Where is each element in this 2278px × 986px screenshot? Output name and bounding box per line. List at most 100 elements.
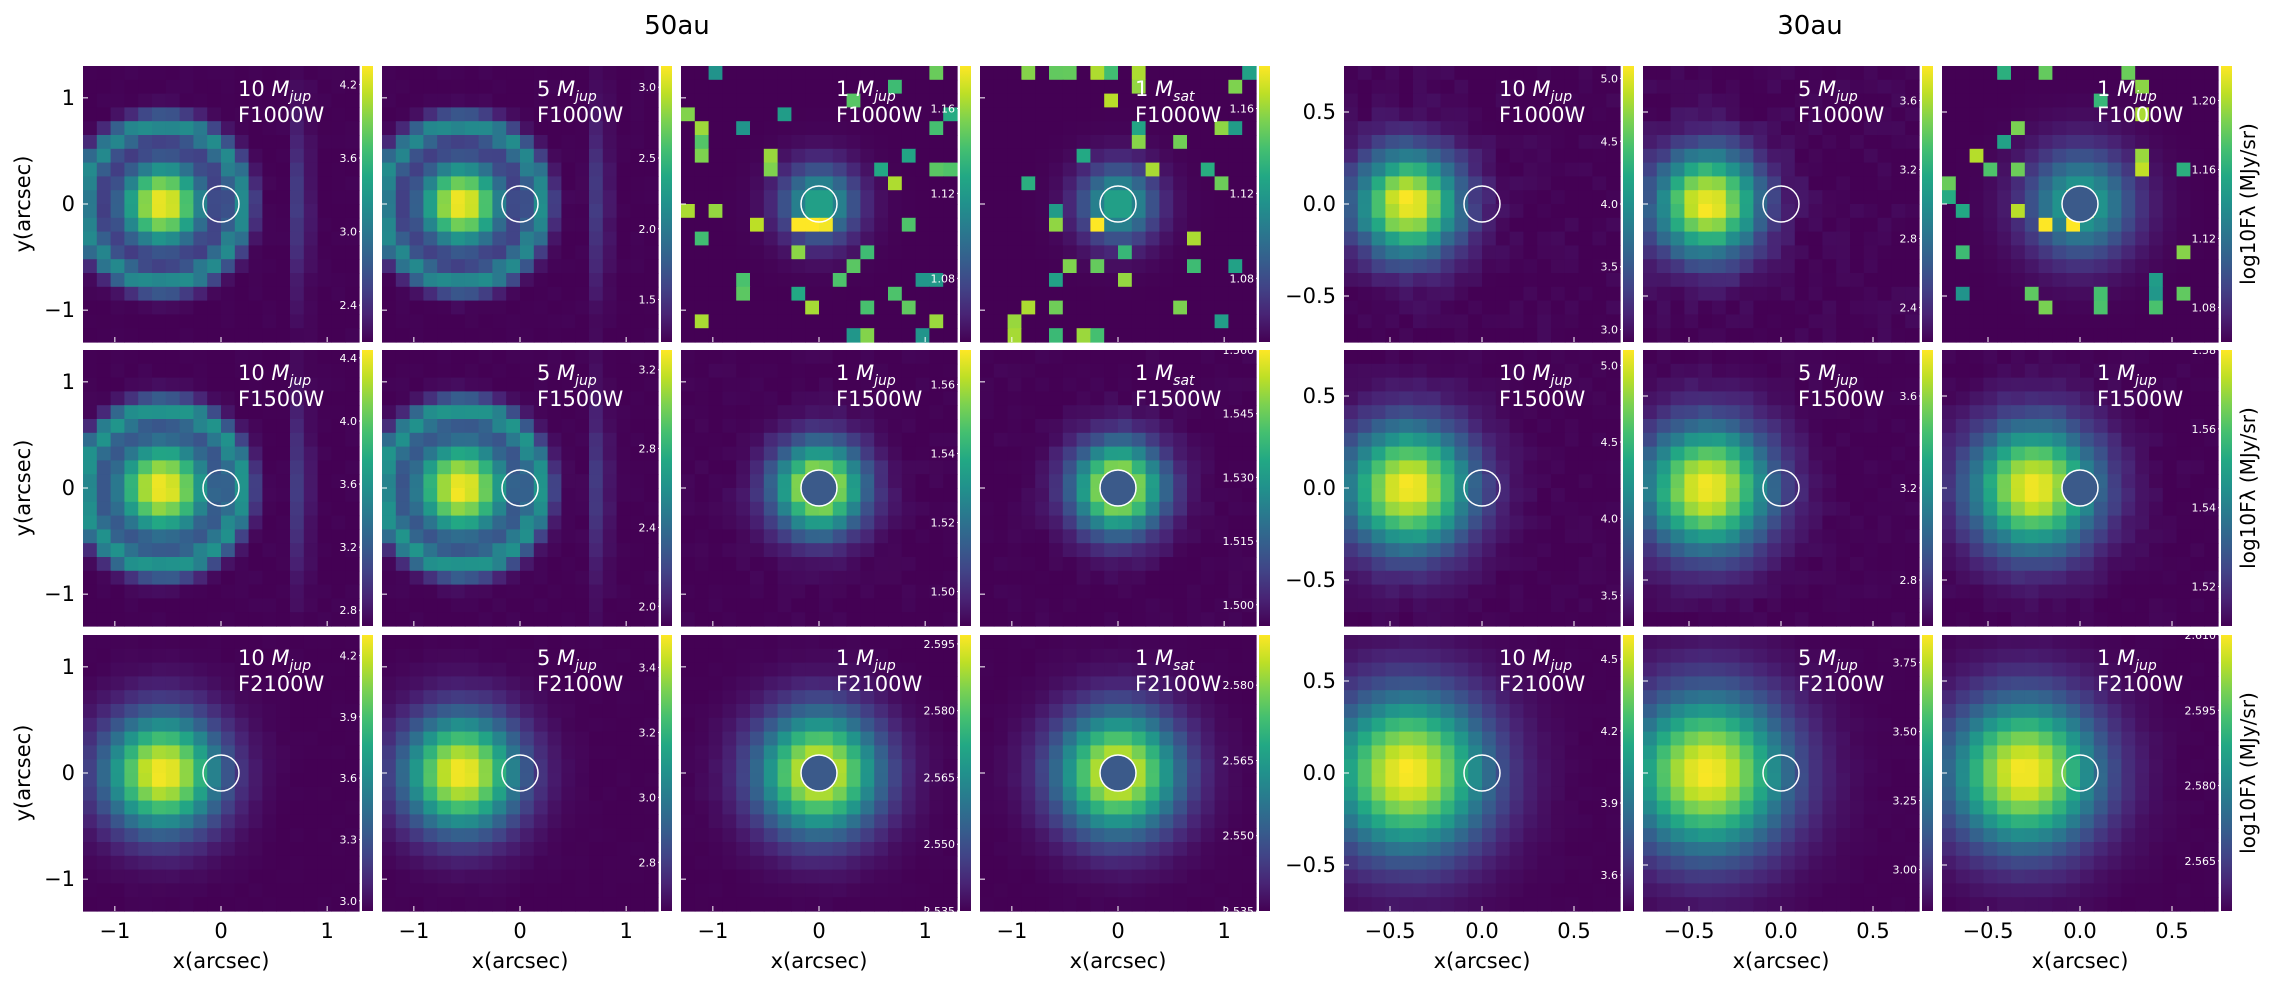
heatmap-cell — [1822, 148, 1837, 164]
heatmap-cell — [1955, 190, 1971, 205]
planet-mask-circle — [2061, 185, 2099, 223]
heatmap-cell — [750, 557, 765, 572]
heatmap-cell — [492, 162, 507, 177]
heatmap-cell — [110, 446, 125, 461]
heatmap-cell — [1850, 245, 1865, 260]
heatmap-cell — [2093, 300, 2109, 315]
heatmap-cell — [763, 405, 779, 420]
heatmap-cell — [819, 419, 834, 434]
heatmap-cell — [1007, 350, 1022, 365]
heatmap-cell — [395, 135, 411, 150]
heatmap-cell — [1454, 363, 1469, 379]
heatmap-cell — [2162, 245, 2178, 260]
heatmap-cell — [1440, 432, 1455, 448]
heatmap-cell — [207, 107, 222, 122]
heatmap-cell — [1537, 135, 1552, 150]
heatmap-cell — [694, 446, 710, 461]
heatmap-cell — [1863, 190, 1879, 205]
heatmap-cell — [1643, 314, 1658, 329]
heatmap-cell — [1495, 419, 1511, 434]
heatmap-cell — [1440, 245, 1455, 260]
heatmap-cell — [1592, 245, 1607, 260]
heatmap-cell — [1592, 66, 1607, 81]
heatmap-cell — [616, 148, 631, 164]
heatmap-cell — [1712, 79, 1727, 95]
heatmap-cell — [763, 363, 779, 379]
heatmap-cell — [1983, 121, 1998, 136]
heatmap-cell — [96, 474, 112, 489]
heatmap-cell — [1836, 245, 1851, 260]
heatmap-cell — [179, 543, 194, 558]
heatmap-cell — [1454, 446, 1469, 461]
heatmap-cell — [1399, 162, 1414, 177]
heatmap-cell — [165, 259, 181, 274]
heatmap-cell — [276, 300, 291, 315]
heatmap-cell — [791, 300, 806, 315]
y-axis-label: y(arcsec) — [11, 440, 35, 537]
heatmap-cell — [1440, 488, 1455, 503]
heatmap-cell — [1523, 79, 1538, 95]
heatmap-cell — [193, 474, 208, 489]
heatmap-cell — [83, 259, 98, 274]
heatmap-cell — [943, 135, 958, 150]
heatmap-cell — [1551, 273, 1566, 288]
heatmap-cell — [1794, 328, 1810, 343]
heatmap-cell — [1942, 162, 1957, 177]
heatmap-cell — [832, 79, 848, 95]
heatmap-cell — [929, 391, 944, 406]
heatmap-cell — [888, 501, 903, 517]
heatmap-cell — [1200, 300, 1216, 315]
heatmap-cell — [451, 501, 466, 517]
heatmap-cell — [1468, 66, 1483, 81]
colorbar — [1623, 66, 1634, 342]
heatmap-cell — [409, 314, 424, 329]
heatmap-cell — [303, 488, 319, 503]
heatmap-cell — [993, 93, 1009, 108]
heatmap-cell — [165, 162, 181, 177]
heatmap-cell — [423, 204, 438, 219]
heatmap-cell — [492, 273, 507, 288]
heatmap-cell — [1836, 259, 1851, 274]
heatmap-cell — [83, 300, 98, 315]
heatmap-cell — [915, 501, 930, 517]
heatmap-cell — [832, 314, 848, 329]
heatmap-cell — [2190, 148, 2205, 164]
heatmap-cell — [1905, 79, 1920, 95]
heatmap-cell — [1643, 66, 1658, 81]
heatmap-cell — [1495, 300, 1511, 315]
heatmap-cell — [1214, 217, 1229, 233]
heatmap-cell — [1344, 107, 1359, 122]
heatmap-cell — [694, 501, 710, 517]
heatmap-cell — [1606, 273, 1621, 288]
heatmap-cell — [1090, 501, 1105, 517]
heatmap-cell — [1021, 66, 1036, 81]
heatmap-cell — [1035, 598, 1050, 613]
heatmap-cell — [345, 501, 360, 517]
heatmap-cell — [1131, 612, 1147, 627]
heatmap-cell — [1214, 245, 1229, 260]
heatmap-cell — [317, 515, 332, 530]
heatmap-cell — [763, 612, 779, 627]
heatmap-cell — [492, 66, 507, 81]
heatmap-cell — [492, 135, 507, 150]
heatmap-cell — [1670, 107, 1685, 122]
colorbar-tick-label: 1.500 — [1223, 599, 1255, 612]
heatmap-cell — [1399, 300, 1414, 315]
heatmap-cell — [409, 446, 424, 461]
heatmap-cell — [1523, 231, 1538, 246]
heatmap-cell — [943, 259, 958, 274]
heatmap-cell — [110, 474, 125, 489]
heatmap-cell — [1104, 107, 1119, 122]
heatmap-cell — [915, 204, 930, 219]
heatmap-cell — [1357, 363, 1373, 379]
heatmap-cell — [1955, 135, 1971, 150]
heatmap-cell — [437, 543, 452, 558]
heatmap-cell — [1385, 286, 1400, 302]
heatmap-cell — [1955, 231, 1971, 246]
heatmap-cell — [943, 286, 958, 302]
heatmap-cell — [1200, 612, 1216, 627]
colorbar — [362, 66, 373, 342]
heatmap-cell — [506, 93, 521, 108]
heatmap-cell — [1049, 529, 1064, 544]
